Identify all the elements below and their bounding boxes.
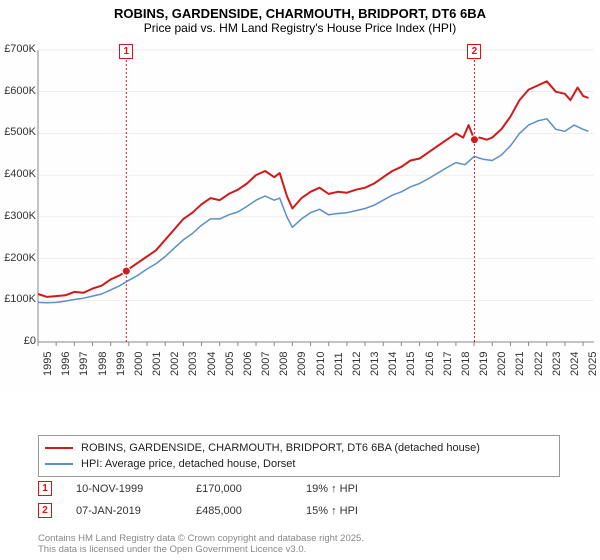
- x-tick-label: 2012: [351, 352, 363, 376]
- x-tick-label: 2022: [533, 352, 545, 376]
- chart-marker-badge: 2: [467, 44, 481, 59]
- x-tick-label: 2019: [478, 352, 490, 376]
- x-tick-label: 2006: [242, 352, 254, 376]
- transaction-badge: 1: [38, 481, 52, 496]
- attribution: Contains HM Land Registry data © Crown c…: [38, 533, 364, 556]
- x-tick-label: 2005: [224, 352, 236, 376]
- x-tick-label: 1999: [115, 352, 127, 376]
- transaction-date: 10-NOV-1999: [76, 483, 196, 495]
- x-tick-label: 2001: [151, 352, 163, 376]
- y-tick-label: £700K: [0, 43, 36, 55]
- chart-title-block: ROBINS, GARDENSIDE, CHARMOUTH, BRIDPORT,…: [0, 0, 600, 37]
- y-tick-label: £300K: [0, 210, 36, 222]
- x-tick-label: 1996: [60, 352, 72, 376]
- legend-item: HPI: Average price, detached house, Dors…: [45, 456, 553, 472]
- attribution-line2: This data is licensed under the Open Gov…: [38, 544, 364, 555]
- y-tick-label: £600K: [0, 85, 36, 97]
- chart-svg: [0, 42, 600, 392]
- chart-title-main: ROBINS, GARDENSIDE, CHARMOUTH, BRIDPORT,…: [0, 6, 600, 21]
- transaction-price: £170,000: [196, 483, 306, 495]
- transaction-pct: 15% ↑ HPI: [306, 505, 426, 517]
- legend-label: ROBINS, GARDENSIDE, CHARMOUTH, BRIDPORT,…: [81, 442, 480, 454]
- x-tick-label: 2013: [369, 352, 381, 376]
- x-tick-label: 2024: [569, 352, 581, 376]
- legend-swatch: [45, 447, 73, 449]
- transaction-row: 2 07-JAN-2019£485,00015% ↑ HPI: [38, 503, 560, 518]
- transaction-price: £485,000: [196, 505, 306, 517]
- x-tick-label: 2011: [333, 352, 345, 376]
- transaction-badge: 2: [38, 503, 52, 518]
- transaction-date: 07-JAN-2019: [76, 505, 196, 517]
- transaction-pct: 19% ↑ HPI: [306, 483, 426, 495]
- plot-area: £0 £100K £200K £300K £400K £500K £600K £700K 19…: [0, 42, 600, 392]
- y-tick-label: £100K: [0, 293, 36, 305]
- x-tick-label: 1995: [42, 352, 54, 376]
- x-tick-label: 1998: [97, 352, 109, 376]
- x-tick-label: 2015: [405, 352, 417, 376]
- chart-marker-badge: 1: [119, 44, 133, 59]
- y-tick-label: £400K: [0, 168, 36, 180]
- legend-swatch: [45, 463, 73, 465]
- x-tick-label: 2000: [133, 352, 145, 376]
- x-tick-label: 2002: [169, 352, 181, 376]
- x-tick-label: 2009: [296, 352, 308, 376]
- x-tick-label: 2004: [206, 352, 218, 376]
- x-tick-label: 2016: [424, 352, 436, 376]
- x-tick-label: 2008: [278, 352, 290, 376]
- x-tick-label: 2014: [387, 352, 399, 376]
- legend-item: ROBINS, GARDENSIDE, CHARMOUTH, BRIDPORT,…: [45, 440, 553, 456]
- x-tick-label: 2018: [460, 352, 472, 376]
- x-tick-label: 2003: [187, 352, 199, 376]
- y-tick-label: £500K: [0, 126, 36, 138]
- x-tick-label: 2017: [442, 352, 454, 376]
- x-tick-label: 2025: [587, 352, 599, 376]
- y-tick-label: £200K: [0, 252, 36, 264]
- x-tick-label: 2023: [551, 352, 563, 376]
- transaction-row: 1 10-NOV-1999£170,00019% ↑ HPI: [38, 481, 560, 496]
- y-tick-label: £0: [0, 335, 36, 347]
- x-tick-label: 1997: [78, 352, 90, 376]
- x-tick-label: 2021: [514, 352, 526, 376]
- x-tick-label: 2007: [260, 352, 272, 376]
- attribution-line1: Contains HM Land Registry data © Crown c…: [38, 533, 364, 544]
- legend: ROBINS, GARDENSIDE, CHARMOUTH, BRIDPORT,…: [38, 435, 560, 477]
- chart-title-sub: Price paid vs. HM Land Registry's House …: [0, 21, 600, 35]
- x-tick-label: 2020: [496, 352, 508, 376]
- x-tick-label: 2010: [315, 352, 327, 376]
- legend-label: HPI: Average price, detached house, Dors…: [81, 458, 295, 470]
